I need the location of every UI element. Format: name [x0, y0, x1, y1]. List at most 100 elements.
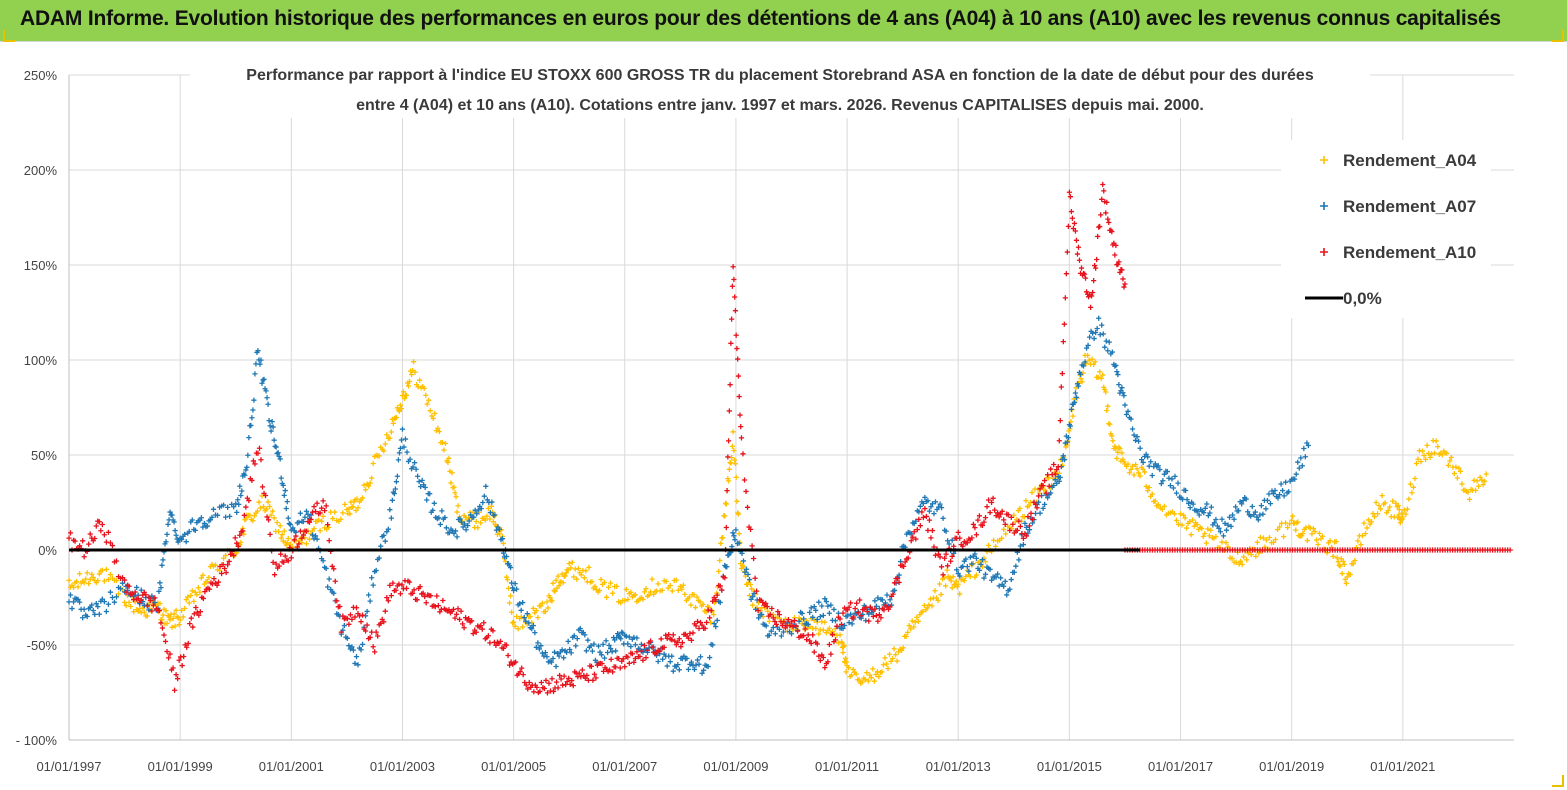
point-rendement-a04: [948, 578, 954, 584]
point-rendement-a04: [144, 613, 150, 619]
point-rendement-a10: [714, 592, 720, 598]
point-rendement-a04: [1474, 478, 1480, 484]
point-rendement-a10: [855, 610, 861, 616]
point-rendement-a04: [274, 519, 280, 526]
point-rendement-a10: [951, 543, 957, 549]
point-rendement-a07: [1229, 512, 1236, 518]
point-rendement-a10: [1028, 510, 1034, 516]
point-rendement-a10: [995, 510, 1001, 516]
point-rendement-a07: [810, 614, 816, 620]
legend-label: Rendement_A07: [1343, 197, 1476, 216]
point-rendement-a04: [173, 607, 179, 613]
point-rendement-a04: [1407, 481, 1414, 487]
point-rendement-a04: [1410, 484, 1417, 490]
point-rendement-a10: [285, 558, 291, 564]
point-rendement-a07: [442, 514, 448, 521]
point-rendement-a10: [372, 649, 378, 655]
point-rendement-a07: [290, 525, 296, 531]
point-rendement-a07: [381, 532, 387, 538]
point-rendement-a07: [1061, 457, 1067, 463]
point-rendement-a10: [969, 535, 975, 541]
point-rendement-a04: [182, 605, 188, 612]
point-rendement-a04: [1175, 521, 1182, 527]
point-rendement-a04: [1026, 503, 1032, 509]
point-rendement-a04: [723, 501, 729, 507]
point-rendement-a10: [320, 498, 326, 504]
point-rendement-a07: [1072, 390, 1079, 396]
point-rendement-a04: [870, 666, 876, 672]
point-rendement-a10: [306, 519, 313, 525]
point-rendement-a04: [1023, 497, 1029, 504]
point-rendement-a07: [186, 528, 192, 535]
point-rendement-a07: [568, 650, 574, 656]
point-rendement-a10: [231, 552, 237, 559]
point-rendement-a04: [892, 652, 899, 658]
point-rendement-a10: [107, 540, 114, 546]
point-rendement-a10: [948, 558, 954, 564]
point-rendement-a04: [1003, 531, 1009, 537]
point-rendement-a07: [1276, 492, 1283, 498]
point-rendement-a07: [507, 564, 514, 571]
point-rendement-a10: [417, 584, 423, 590]
point-rendement-a10: [338, 629, 344, 635]
point-rendement-a07: [326, 576, 332, 582]
point-rendement-a10: [728, 340, 734, 346]
x-tick-label: 01/01/2015: [1037, 759, 1102, 774]
point-rendement-a04: [1482, 478, 1488, 484]
point-rendement-a10: [658, 636, 664, 642]
point-rendement-a07: [1120, 390, 1126, 396]
point-rendement-a10: [455, 606, 461, 612]
point-rendement-a10: [250, 458, 257, 464]
point-rendement-a10: [585, 677, 591, 683]
point-rendement-a04: [1370, 510, 1376, 517]
point-rendement-a04: [1396, 512, 1402, 518]
point-rendement-a10: [747, 526, 754, 532]
point-rendement-a10: [397, 591, 404, 597]
point-rendement-a04: [1376, 503, 1382, 509]
point-rendement-a04: [1327, 538, 1333, 544]
point-rendement-a07: [745, 571, 751, 578]
point-rendement-a04: [366, 483, 372, 489]
point-rendement-a04: [1424, 442, 1430, 448]
point-rendement-a10: [322, 508, 328, 514]
point-rendement-a07: [278, 475, 284, 481]
point-rendement-a07: [92, 611, 98, 618]
point-rendement-a04: [128, 603, 134, 610]
point-rendement-a04: [1233, 559, 1239, 565]
point-rendement-a10: [184, 644, 190, 650]
point-rendement-a07: [1119, 385, 1125, 391]
point-rendement-a10: [235, 543, 241, 549]
point-rendement-a04: [400, 389, 407, 395]
point-rendement-a04: [303, 541, 310, 547]
point-rendement-a10: [493, 642, 499, 648]
point-rendement-a04: [1343, 580, 1349, 586]
point-rendement-a07: [111, 599, 118, 605]
corner-marker-top-right: [1552, 30, 1564, 42]
point-rendement-a07: [756, 615, 762, 621]
point-rendement-a10: [1091, 278, 1097, 284]
point-rendement-a07: [1216, 525, 1222, 531]
point-rendement-a10: [788, 619, 795, 625]
point-rendement-a04: [453, 494, 459, 500]
point-rendement-a07: [772, 631, 778, 637]
point-rendement-a07: [1264, 497, 1271, 504]
point-rendement-a10: [1074, 251, 1081, 257]
point-rendement-a04: [647, 589, 654, 595]
point-rendement-a07: [1164, 469, 1170, 475]
point-rendement-a10: [649, 644, 655, 650]
point-rendement-a04: [575, 565, 581, 572]
point-rendement-a04: [1182, 515, 1188, 521]
point-rendement-a04: [886, 651, 893, 657]
point-rendement-a07: [736, 540, 742, 546]
point-rendement-a04: [941, 575, 947, 581]
point-rendement-a04: [1187, 518, 1193, 525]
point-rendement-a10: [99, 521, 105, 528]
point-rendement-a10: [317, 510, 323, 516]
point-rendement-a04: [403, 392, 410, 398]
point-rendement-a07: [1057, 474, 1063, 481]
point-rendement-a04: [849, 672, 855, 678]
point-rendement-a04: [1272, 536, 1279, 543]
point-rendement-a10: [299, 535, 305, 541]
point-rendement-a10: [738, 424, 744, 430]
point-rendement-a07: [1205, 513, 1211, 519]
